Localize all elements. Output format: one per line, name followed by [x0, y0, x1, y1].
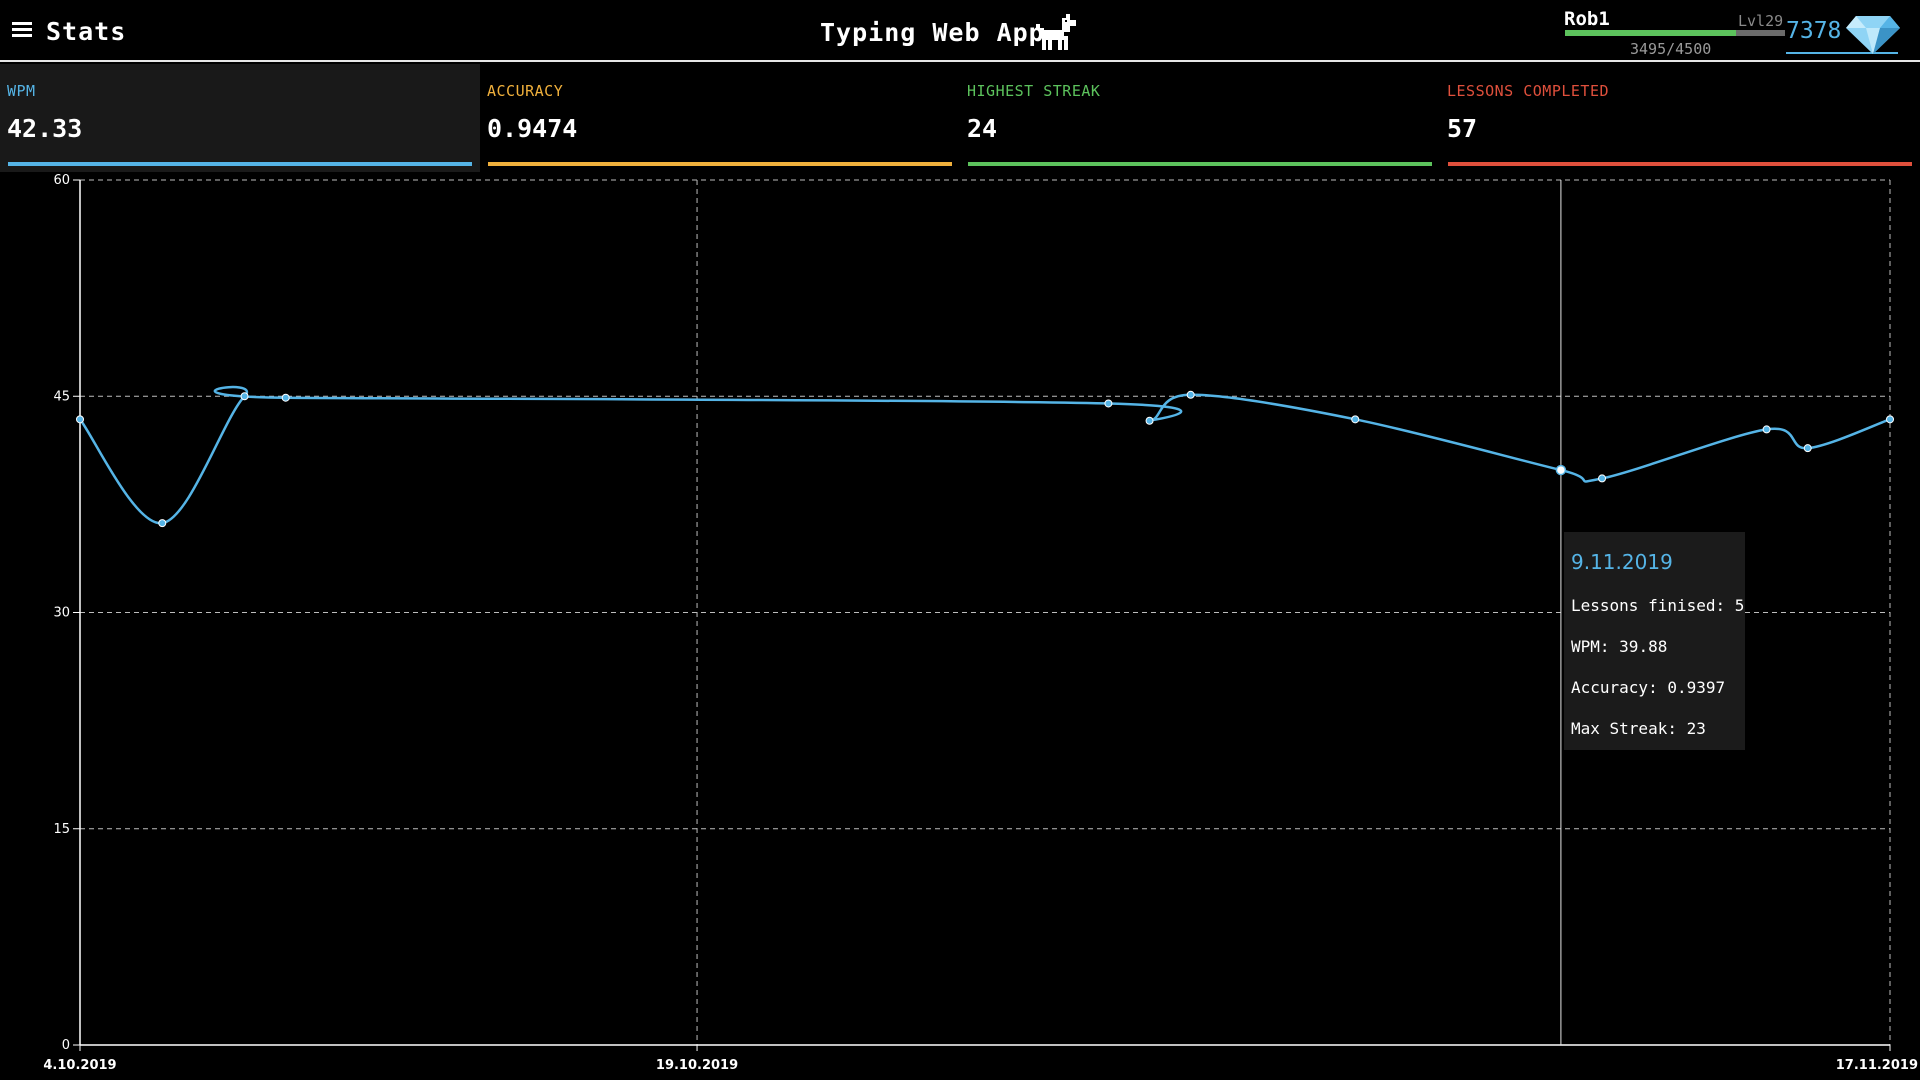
- card-label: WPM: [7, 82, 36, 100]
- card-underline: [8, 162, 472, 166]
- data-point: [281, 393, 290, 402]
- data-point: [1145, 416, 1154, 425]
- y-tick-label: 0: [62, 1038, 70, 1053]
- wpm-line-chart[interactable]: 0 15 30 45 60 4.10.2019 19.10.2019 17.11.2019: [0, 172, 1920, 1080]
- x-tick-label: 17.11.2019: [1836, 1058, 1918, 1073]
- y-tick-label: 15: [53, 822, 70, 837]
- level-label: Lvl29: [1738, 12, 1784, 30]
- card-value: 57: [1447, 114, 1478, 143]
- tooltip-lessons: Lessons finised: 5: [1571, 596, 1745, 615]
- data-point: [1186, 390, 1195, 399]
- tooltip-wpm: WPM: 39.88: [1571, 637, 1668, 656]
- tooltip-accuracy: Accuracy: 0.9397: [1571, 678, 1726, 697]
- y-tick-label: 30: [53, 606, 70, 621]
- card-underline: [488, 162, 952, 166]
- xp-count: 3495/4500: [1630, 40, 1712, 58]
- card-accuracy[interactable]: ACCURACY 0.9474: [480, 64, 960, 172]
- data-point: [1886, 415, 1894, 424]
- data-point: [1351, 415, 1360, 424]
- card-underline: [968, 162, 1432, 166]
- page-title: Stats: [46, 17, 127, 46]
- data-point: [1104, 399, 1113, 408]
- x-tick-label: 4.10.2019: [43, 1058, 116, 1073]
- gem-count: 7378: [1786, 18, 1842, 44]
- y-tick-label: 45: [53, 389, 70, 404]
- app-title: Typing Web App: [820, 18, 1045, 47]
- card-value: 0.9474: [487, 114, 578, 143]
- data-point: [240, 392, 249, 401]
- card-underline: [1448, 162, 1912, 166]
- dog-logo-icon: [1036, 14, 1076, 50]
- data-point: [1555, 464, 1567, 476]
- data-point: [158, 519, 167, 528]
- xp-progress-bar: [1565, 30, 1785, 36]
- gem-underline: [1786, 52, 1898, 54]
- stat-cards: WPM 42.33 ACCURACY 0.9474 HIGHEST STREAK…: [0, 64, 1920, 172]
- tooltip-date: 9.11.2019: [1571, 550, 1673, 574]
- card-lessons-completed[interactable]: LESSONS COMPLETED 57: [1440, 64, 1920, 172]
- card-label: ACCURACY: [487, 82, 564, 100]
- data-point: [1803, 444, 1812, 453]
- card-highest-streak[interactable]: HIGHEST STREAK 24: [960, 64, 1440, 172]
- diamond-icon: [1846, 16, 1900, 54]
- card-value: 24: [967, 114, 998, 143]
- data-point: [76, 415, 84, 424]
- tooltip-max-streak: Max Streak: 23: [1571, 719, 1706, 738]
- top-bar: Stats Typing Web App Rob1 Lvl29 3495/450…: [0, 0, 1920, 62]
- card-label: LESSONS COMPLETED: [1447, 82, 1610, 100]
- data-point: [1762, 425, 1771, 434]
- card-value: 42.33: [7, 114, 83, 143]
- x-tick-label: 19.10.2019: [656, 1058, 738, 1073]
- username[interactable]: Rob1: [1564, 8, 1610, 30]
- y-tick-label: 60: [53, 173, 70, 188]
- card-wpm[interactable]: WPM 42.33: [0, 64, 480, 172]
- data-point: [1598, 474, 1607, 483]
- card-label: HIGHEST STREAK: [967, 82, 1101, 100]
- series-line: [79, 385, 1891, 525]
- menu-icon[interactable]: [12, 22, 34, 40]
- chart-tooltip: 9.11.2019 Lessons finised: 5 WPM: 39.88 …: [1564, 532, 1745, 750]
